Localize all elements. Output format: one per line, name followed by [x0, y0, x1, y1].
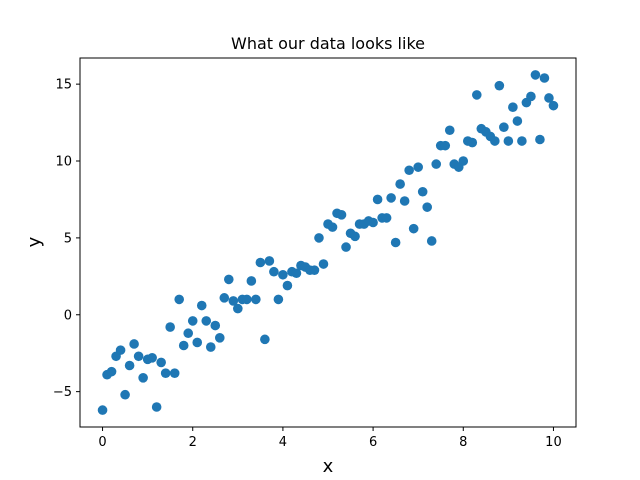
data-point — [151, 402, 162, 412]
data-point — [390, 237, 401, 248]
data-point — [97, 405, 108, 415]
data-point — [178, 340, 189, 351]
data-point — [174, 294, 184, 305]
data-point — [417, 186, 428, 197]
data-point — [440, 140, 451, 151]
data-point — [535, 134, 545, 145]
data-point — [336, 210, 347, 220]
data-point — [210, 320, 221, 331]
data-point — [201, 316, 212, 326]
data-point — [228, 296, 239, 306]
data-point — [318, 259, 329, 269]
data-point — [160, 368, 171, 378]
data-point — [467, 137, 478, 148]
data-point — [512, 116, 523, 126]
y-tick-label: 0 — [64, 308, 72, 323]
data-point — [205, 342, 216, 352]
points-layer — [97, 70, 559, 415]
data-point — [350, 231, 360, 242]
data-point — [138, 373, 148, 383]
data-point — [246, 276, 257, 286]
data-point — [472, 90, 482, 100]
y-tick-label: 15 — [55, 78, 72, 93]
data-point — [156, 357, 166, 368]
data-point — [282, 280, 293, 291]
data-point — [169, 368, 180, 378]
y-axis: −5 0 5 10 15 — [53, 78, 80, 400]
y-tick-label: 10 — [55, 155, 72, 170]
data-point — [183, 328, 194, 339]
data-point — [187, 316, 198, 326]
data-point — [368, 217, 378, 228]
data-point — [260, 334, 270, 345]
data-point — [458, 156, 469, 166]
data-point — [147, 353, 157, 363]
data-point — [264, 256, 275, 266]
chart-title: What our data looks like — [231, 34, 425, 53]
data-point — [490, 136, 500, 146]
data-point — [327, 222, 338, 232]
x-tick-label: 4 — [279, 435, 287, 450]
data-point — [413, 162, 423, 172]
data-point — [196, 300, 207, 311]
data-point — [544, 93, 554, 103]
data-point — [499, 122, 509, 132]
data-point — [341, 242, 351, 252]
data-point — [503, 136, 514, 146]
data-point — [278, 269, 288, 280]
data-point — [422, 202, 433, 212]
x-axis: 0 2 4 6 8 10 — [98, 427, 562, 450]
data-point — [508, 102, 518, 112]
x-tick-label: 10 — [545, 435, 562, 450]
data-point — [219, 293, 230, 303]
data-point — [224, 274, 234, 285]
data-point — [115, 345, 126, 355]
x-tick-label: 2 — [189, 435, 197, 450]
x-axis-label: x — [323, 456, 334, 477]
data-point — [314, 233, 324, 243]
y-tick-label: 5 — [64, 231, 72, 246]
data-point — [106, 366, 117, 377]
data-point — [395, 179, 405, 189]
data-point — [494, 80, 505, 91]
data-point — [548, 100, 559, 111]
data-point — [539, 73, 550, 83]
data-point — [192, 337, 203, 348]
data-point — [242, 294, 252, 305]
data-point — [291, 268, 302, 279]
data-point — [372, 194, 383, 205]
x-tick-label: 8 — [459, 435, 467, 450]
data-point — [381, 213, 392, 223]
data-point — [165, 322, 175, 332]
data-point — [444, 125, 455, 136]
data-point — [386, 193, 396, 203]
data-point — [255, 257, 266, 268]
data-point — [517, 136, 527, 146]
data-point — [526, 91, 536, 102]
data-point — [404, 165, 414, 176]
x-tick-label: 0 — [98, 435, 106, 450]
data-point — [408, 223, 419, 234]
x-tick-label: 6 — [369, 435, 377, 450]
data-point — [120, 389, 130, 400]
data-point — [129, 339, 139, 349]
y-axis-label: y — [24, 236, 45, 247]
data-point — [309, 265, 320, 275]
data-point — [399, 196, 410, 206]
data-point — [133, 351, 144, 362]
data-point — [214, 333, 225, 343]
data-point — [124, 360, 135, 371]
data-point — [431, 159, 442, 169]
plot-frame — [79, 57, 577, 428]
data-point — [269, 266, 279, 277]
data-point — [233, 303, 243, 314]
data-point — [426, 236, 437, 246]
data-point — [530, 70, 541, 80]
y-tick-label: −5 — [53, 385, 72, 400]
data-point — [273, 294, 284, 305]
data-point — [251, 294, 261, 305]
